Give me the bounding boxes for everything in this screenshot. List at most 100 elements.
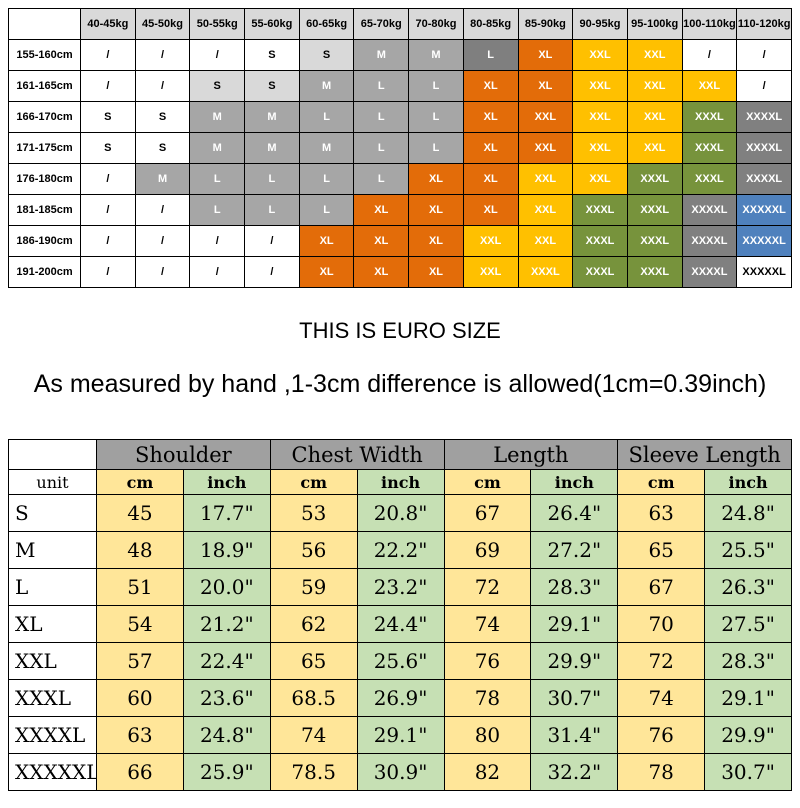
size-cell: XXL xyxy=(626,132,683,164)
measurement-row: XXXXL 63 24.8" 74 29.1" 80 31.4" 76 29.9" xyxy=(8,716,792,754)
group-header-row: Shoulder Chest Width Length Sleeve Length xyxy=(8,439,792,470)
inch-value-cell: 17.7" xyxy=(182,494,271,532)
matrix-row: 181-185cm / / L L L XL XL XL XXL XXXL XXXL XXXXL XXXX… xyxy=(8,194,792,226)
size-cell: / xyxy=(134,70,191,102)
cm-value-cell: 70 xyxy=(617,605,706,643)
weight-range-header: 60-65kg xyxy=(298,8,355,40)
size-cell: XL xyxy=(462,163,519,195)
inch-value-cell: 26.3" xyxy=(704,568,792,606)
size-cell: / xyxy=(134,225,191,257)
size-cell: XXXL xyxy=(681,101,738,133)
cm-value-cell: 68.5 xyxy=(269,679,358,717)
size-cell: L xyxy=(298,101,355,133)
size-cell: XL xyxy=(408,194,464,226)
inch-value-cell: 22.2" xyxy=(356,531,445,569)
inch-value-cell: 25.5" xyxy=(704,531,792,569)
size-cell: L xyxy=(353,70,410,102)
size-cell: L xyxy=(244,163,300,195)
size-cell: XXL xyxy=(681,70,738,102)
size-cell: XXXL xyxy=(572,256,628,288)
height-range-header: 181-185cm xyxy=(8,194,81,226)
size-cell: XL xyxy=(353,194,410,226)
height-range-header: 191-200cm xyxy=(8,256,81,288)
size-cell: XXXXXL xyxy=(736,194,792,226)
size-cell: / xyxy=(80,39,136,71)
cm-value-cell: 80 xyxy=(443,716,532,754)
size-cell: XL xyxy=(517,39,574,71)
size-cell: XXXL xyxy=(572,225,628,257)
size-cell: L xyxy=(353,132,410,164)
size-label-cell: L xyxy=(8,568,97,606)
cm-value-cell: 74 xyxy=(617,679,706,717)
size-cell: L xyxy=(408,70,464,102)
size-cell: XXL xyxy=(572,70,628,102)
measurement-group-header: Chest Width xyxy=(269,439,445,470)
height-weight-size-table: 40-45kg 45-50kg 50-55kg 55-60kg 60-65kg 65-70… xyxy=(8,8,792,288)
cm-value-cell: 74 xyxy=(443,605,532,643)
size-cell: XL xyxy=(298,225,355,257)
cm-value-cell: 62 xyxy=(269,605,358,643)
size-cell: S xyxy=(134,132,191,164)
size-cell: XXXL xyxy=(626,194,683,226)
size-cell: S xyxy=(80,101,136,133)
size-cell: XXXXL xyxy=(681,256,738,288)
size-cell: L xyxy=(189,163,246,195)
size-cell: L xyxy=(353,101,410,133)
cm-value-cell: 63 xyxy=(617,494,706,532)
size-cell: S xyxy=(244,70,300,102)
corner-cell xyxy=(8,8,81,40)
size-cell: / xyxy=(134,39,191,71)
weight-range-header: 40-45kg xyxy=(80,8,136,40)
inch-value-cell: 20.8" xyxy=(356,494,445,532)
size-cell: XXL xyxy=(517,225,574,257)
cm-value-cell: 48 xyxy=(96,531,184,569)
size-cell: M xyxy=(189,101,246,133)
cm-header: cm xyxy=(269,469,358,495)
inch-value-cell: 24.8" xyxy=(182,716,271,754)
size-cell: XXXL xyxy=(517,256,574,288)
size-cell: L xyxy=(189,194,246,226)
size-cell: XXXXL xyxy=(681,225,738,257)
size-cell: S xyxy=(134,101,191,133)
size-cell: / xyxy=(681,39,738,71)
size-cell: / xyxy=(80,70,136,102)
weight-range-header: 80-85kg xyxy=(462,8,519,40)
cm-value-cell: 72 xyxy=(617,642,706,680)
cm-value-cell: 67 xyxy=(617,568,706,606)
inch-value-cell: 31.4" xyxy=(530,716,619,754)
cm-value-cell: 56 xyxy=(269,531,358,569)
matrix-row: 176-180cm / M L L L L XL XL XXL XXL XXXL XXXL XXXXL xyxy=(8,163,792,195)
size-label-cell: XXXXXL xyxy=(8,753,97,791)
size-cell: / xyxy=(244,225,300,257)
matrix-row: 155-160cm / / / S S M M L XL XXL XXL / / xyxy=(8,39,792,71)
size-cell: XXL xyxy=(462,256,519,288)
size-cell: XL xyxy=(517,70,574,102)
inch-header: inch xyxy=(182,469,271,495)
size-cell: XL xyxy=(353,225,410,257)
size-cell: / xyxy=(189,225,246,257)
cm-header: cm xyxy=(96,469,184,495)
matrix-row: 171-175cm S S M M M L L XL XXL XXL XXL XXXL XXXXL xyxy=(8,132,792,164)
size-cell: XXL xyxy=(572,101,628,133)
inch-value-cell: 18.9" xyxy=(182,531,271,569)
size-cell: XXXL xyxy=(681,163,738,195)
garment-measurements-table: Shoulder Chest Width Length Sleeve Length un… xyxy=(8,439,792,791)
inch-value-cell: 30.7" xyxy=(530,679,619,717)
size-label-cell: XL xyxy=(8,605,97,643)
size-cell: L xyxy=(244,194,300,226)
size-cell: XL xyxy=(462,101,519,133)
inch-header: inch xyxy=(530,469,619,495)
measurement-row: XL 54 21.2" 62 24.4" 74 29.1" 70 27.5" xyxy=(8,605,792,643)
cm-value-cell: 54 xyxy=(96,605,184,643)
inch-header: inch xyxy=(356,469,445,495)
cm-value-cell: 78.5 xyxy=(269,753,358,791)
size-cell: / xyxy=(736,39,792,71)
size-cell: / xyxy=(80,163,136,195)
weight-range-header: 65-70kg xyxy=(353,8,410,40)
size-label-cell: XXXL xyxy=(8,679,97,717)
size-cell: XXL xyxy=(517,132,574,164)
measurement-row: XXL 57 22.4" 65 25.6" 76 29.9" 72 28.3" xyxy=(8,642,792,680)
size-cell: XXXL xyxy=(572,194,628,226)
cm-value-cell: 53 xyxy=(269,494,358,532)
matrix-row: 166-170cm S S M M L L L XL XXL XXL XXL XXXL XXXXL xyxy=(8,101,792,133)
